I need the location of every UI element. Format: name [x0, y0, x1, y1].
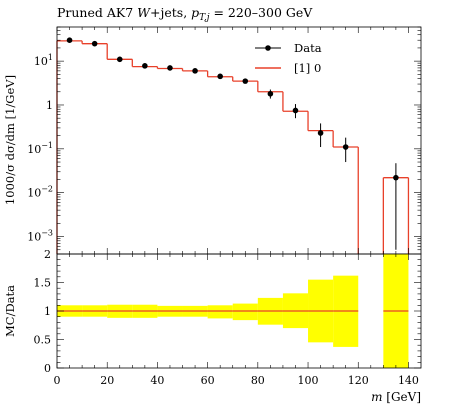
- y-tick-label: 10−1: [27, 141, 53, 156]
- data-point: [267, 90, 274, 97]
- data-point: [116, 56, 123, 63]
- y-tick-label: 10−2: [27, 185, 53, 200]
- y-tick-label: 1: [46, 99, 53, 112]
- ratio-uncertainty-band: [232, 303, 258, 321]
- data-point: [242, 78, 249, 84]
- data-point: [292, 107, 299, 114]
- x-tick-label: 40: [150, 374, 164, 387]
- bottom-panel: 0 0.5 1 1.5 2 0 20 40 60 80 100 120 140: [34, 248, 422, 387]
- x-tick-label: 20: [100, 374, 114, 387]
- legend: Data [1] 0: [255, 41, 322, 75]
- data-point: [393, 174, 399, 181]
- data-point: [66, 37, 73, 44]
- data-point: [217, 73, 223, 80]
- ratio-uncertainty-band: [207, 305, 233, 319]
- data-point: [192, 68, 198, 74]
- legend-mc-label: [1] 0: [294, 61, 321, 75]
- data-point: [91, 40, 98, 47]
- x-tick-label: 100: [298, 374, 319, 387]
- y-tick-label: 10−3: [27, 229, 53, 244]
- top-panel: 101 1 10−1 10−2 10−3: [27, 26, 422, 255]
- x-axis-label: m [GeV]: [371, 390, 421, 404]
- x-tick-label: 140: [398, 374, 419, 387]
- x-tick-label: 120: [348, 374, 369, 387]
- data-point: [342, 144, 349, 150]
- data-point: [142, 63, 148, 69]
- data-point: [167, 65, 173, 71]
- y-tick-label: 0.5: [34, 334, 52, 347]
- y-tick-label: 101: [34, 53, 53, 68]
- data-point: [317, 130, 324, 136]
- top-panel-frame: [56, 26, 422, 255]
- chart-title: Pruned AK7 W+jets, pT,j = 220–300 GeV: [57, 5, 313, 23]
- x-tick-label: 80: [251, 374, 265, 387]
- legend-data-label: Data: [294, 41, 322, 55]
- y-tick-label: 0: [44, 362, 51, 375]
- y-axis-label-bottom: MC/Data: [3, 285, 17, 337]
- x-tick-label: 60: [201, 374, 215, 387]
- y-tick-label: 1.5: [34, 277, 52, 290]
- y-axis-label-top: 1000/σ dσ/dm [1/GeV]: [3, 75, 17, 205]
- x-tick-label: 0: [54, 374, 61, 387]
- y-tick-label: 1: [44, 305, 51, 318]
- y-tick-label: 2: [44, 248, 51, 261]
- legend-data-marker: [265, 45, 271, 51]
